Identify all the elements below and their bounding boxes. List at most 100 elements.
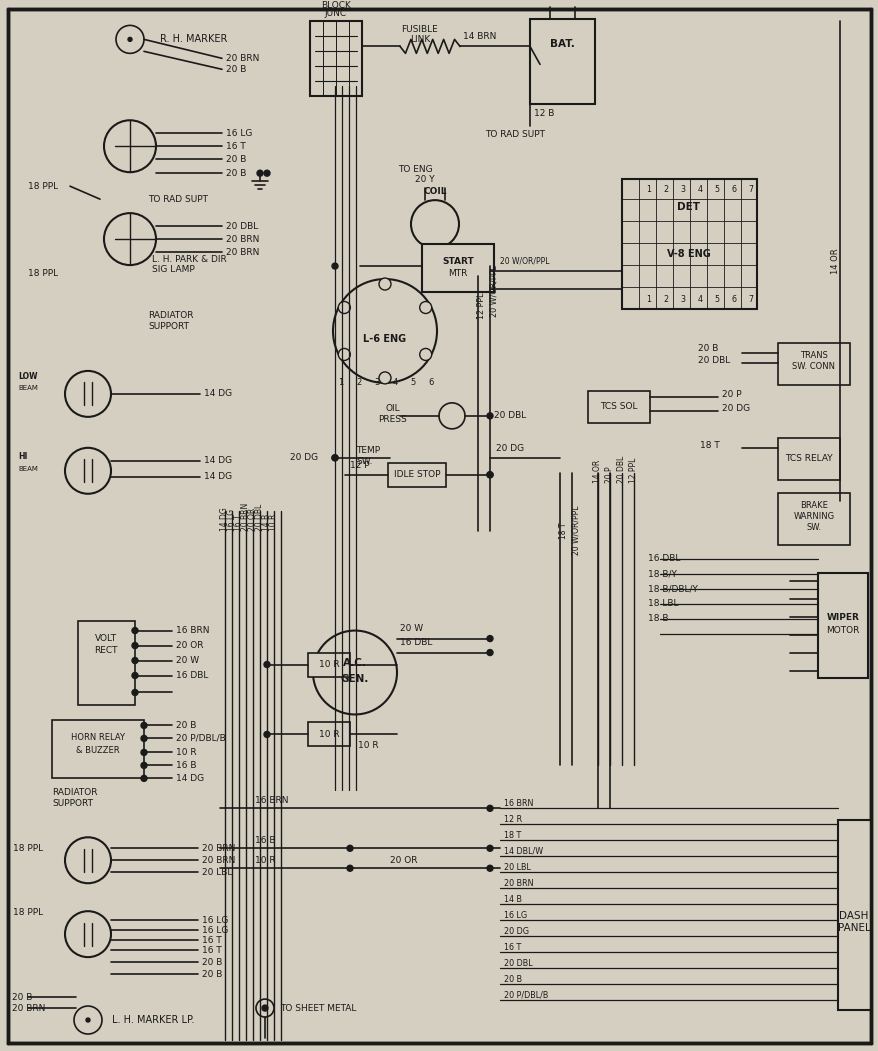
Text: 20 OR: 20 OR: [248, 508, 257, 531]
Circle shape: [128, 38, 132, 41]
Text: 20 B: 20 B: [503, 974, 522, 984]
Text: 18 PPL: 18 PPL: [28, 269, 58, 277]
Circle shape: [263, 731, 270, 738]
Circle shape: [140, 722, 147, 728]
Text: 20 P: 20 P: [721, 390, 741, 399]
Text: 20 DBL: 20 DBL: [617, 455, 626, 482]
Circle shape: [140, 762, 147, 768]
Circle shape: [263, 661, 270, 667]
Text: 4: 4: [697, 185, 702, 193]
Text: RADIATOR: RADIATOR: [148, 311, 193, 321]
Text: IDLE STOP: IDLE STOP: [393, 470, 440, 479]
Text: & BUZZER: & BUZZER: [76, 746, 119, 755]
Text: SIG LAMP: SIG LAMP: [152, 265, 195, 273]
Text: 16 T: 16 T: [202, 935, 221, 945]
Text: 16 DBL: 16 DBL: [399, 638, 432, 647]
Text: VOLT: VOLT: [95, 634, 117, 643]
Text: 20 DG: 20 DG: [290, 453, 318, 462]
Text: DASH: DASH: [838, 911, 867, 921]
Circle shape: [332, 263, 338, 269]
Bar: [587, 391, 649, 423]
Bar: [307, 722, 349, 746]
Text: 16 B: 16 B: [255, 836, 275, 845]
Text: 20 BRN: 20 BRN: [226, 234, 259, 244]
Circle shape: [65, 911, 111, 957]
Text: 20 DBL: 20 DBL: [697, 356, 730, 366]
Circle shape: [486, 472, 493, 478]
Text: 18 B/DBL/Y: 18 B/DBL/Y: [647, 584, 697, 593]
Text: 20 OR: 20 OR: [390, 856, 417, 865]
Text: 2: 2: [356, 378, 361, 388]
Circle shape: [486, 805, 493, 811]
Text: BRAKE: BRAKE: [799, 501, 827, 510]
Text: BAT.: BAT.: [549, 39, 574, 49]
Circle shape: [332, 455, 338, 460]
Bar: [529, 19, 594, 104]
Text: 3: 3: [374, 378, 379, 388]
Text: 10 R: 10 R: [357, 741, 378, 750]
Text: OIL: OIL: [385, 405, 399, 413]
Circle shape: [333, 280, 436, 383]
Text: 20 B: 20 B: [176, 721, 196, 730]
Text: TRANS: TRANS: [799, 351, 827, 360]
Text: 16 LG: 16 LG: [227, 509, 236, 531]
Text: 20 OR: 20 OR: [176, 641, 204, 651]
Text: PRESS: PRESS: [378, 415, 407, 425]
Text: 10 R: 10 R: [319, 730, 339, 739]
Text: 20 BRN: 20 BRN: [226, 248, 259, 256]
Text: BEAM: BEAM: [18, 385, 38, 391]
Text: R. H. MARKER: R. H. MARKER: [160, 35, 227, 44]
Text: TO ENG: TO ENG: [398, 165, 432, 173]
Text: JUNC: JUNC: [325, 8, 347, 18]
Text: L. H. PARK & DIR: L. H. PARK & DIR: [152, 254, 227, 264]
Text: 7: 7: [747, 294, 752, 304]
Text: 18 B: 18 B: [647, 614, 668, 623]
Circle shape: [486, 865, 493, 871]
Text: 18 PPL: 18 PPL: [28, 182, 58, 190]
Text: 3: 3: [680, 294, 685, 304]
Text: L. H. MARKER LP.: L. H. MARKER LP.: [112, 1015, 194, 1025]
Circle shape: [65, 448, 111, 494]
Text: HI: HI: [18, 452, 27, 461]
Text: 16 DBL: 16 DBL: [176, 671, 208, 680]
Text: TO RAD SUPT: TO RAD SUPT: [485, 129, 544, 139]
Bar: [777, 493, 849, 544]
Text: 16 LG: 16 LG: [503, 910, 527, 920]
Text: 20 Y: 20 Y: [414, 174, 434, 184]
Text: 20 W: 20 W: [176, 656, 199, 665]
Text: 20 LBL: 20 LBL: [202, 868, 232, 877]
Text: 7: 7: [747, 185, 752, 193]
Text: DET: DET: [677, 202, 700, 212]
Text: RECT: RECT: [94, 646, 118, 655]
Text: TO RAD SUPT: TO RAD SUPT: [148, 194, 208, 204]
Circle shape: [262, 1005, 268, 1011]
Text: MTR: MTR: [448, 269, 467, 277]
Circle shape: [419, 349, 431, 360]
Bar: [52, 720, 144, 779]
Circle shape: [347, 865, 353, 871]
Text: SUPPORT: SUPPORT: [148, 323, 189, 331]
Text: 16 B: 16 B: [176, 761, 197, 770]
Text: 6: 6: [428, 378, 433, 388]
Circle shape: [378, 372, 391, 384]
Text: TEMP: TEMP: [356, 447, 379, 455]
Text: 18 PPL: 18 PPL: [13, 908, 43, 916]
Text: 20 DBL: 20 DBL: [255, 503, 264, 531]
Text: TO SHEET METAL: TO SHEET METAL: [280, 1004, 356, 1012]
Text: 14 OR: 14 OR: [593, 459, 601, 482]
Circle shape: [378, 279, 391, 290]
Text: 20 W/OR/PPL: 20 W/OR/PPL: [489, 265, 498, 317]
Text: HORN RELAY: HORN RELAY: [71, 733, 125, 742]
Text: 16 T: 16 T: [226, 142, 246, 150]
Circle shape: [486, 650, 493, 656]
Text: 20 B: 20 B: [12, 992, 32, 1002]
Circle shape: [132, 689, 138, 696]
Bar: [777, 343, 849, 385]
Text: 18 PPL: 18 PPL: [13, 844, 43, 852]
Circle shape: [132, 673, 138, 679]
Text: START: START: [442, 256, 473, 266]
Bar: [310, 21, 362, 97]
Text: 4: 4: [392, 378, 397, 388]
Text: 1: 1: [338, 378, 343, 388]
Text: 12 PPL: 12 PPL: [629, 457, 637, 482]
